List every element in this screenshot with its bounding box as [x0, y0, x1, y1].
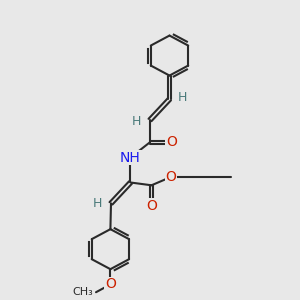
- Text: O: O: [166, 170, 176, 184]
- Text: O: O: [146, 199, 157, 213]
- Text: H: H: [93, 197, 103, 210]
- Text: H: H: [178, 91, 187, 104]
- Text: O: O: [105, 278, 116, 291]
- Text: O: O: [166, 135, 177, 149]
- Text: CH₃: CH₃: [73, 287, 94, 297]
- Text: NH: NH: [120, 151, 141, 164]
- Text: H: H: [132, 115, 142, 128]
